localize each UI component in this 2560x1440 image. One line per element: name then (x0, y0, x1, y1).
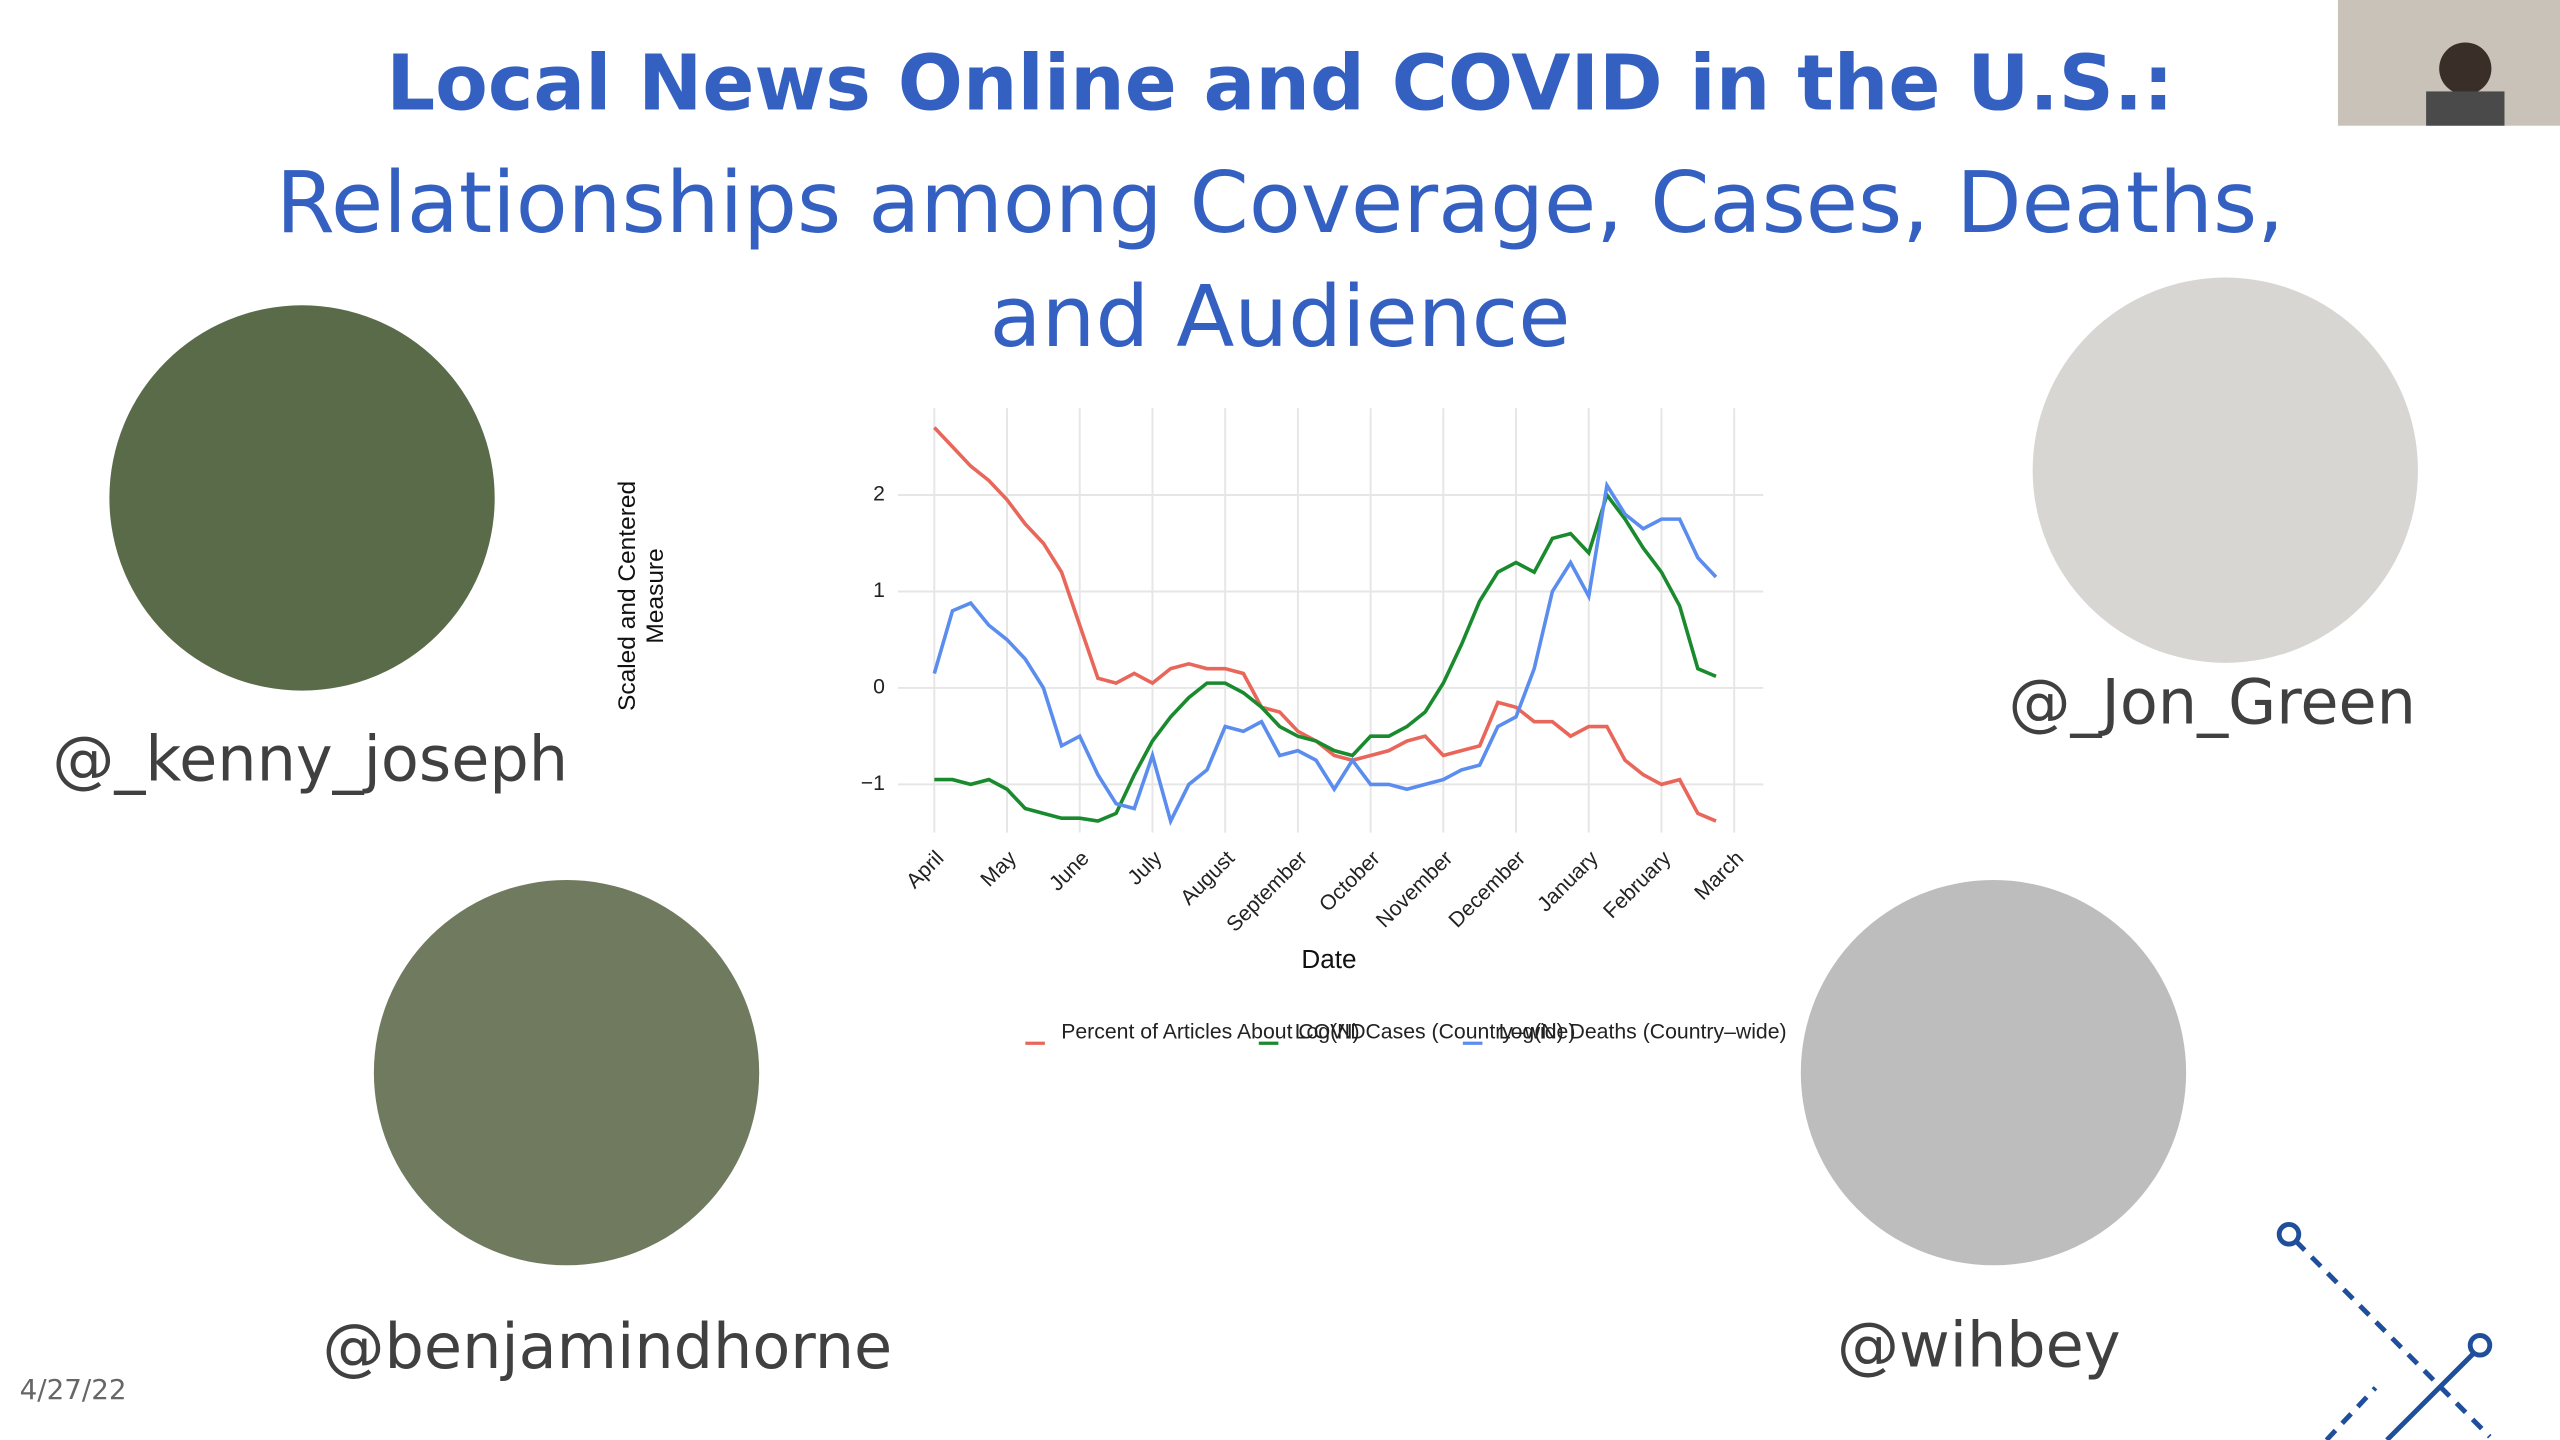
y-tick-label: 1 (873, 579, 885, 602)
profile-photo (109, 305, 495, 691)
handle: @benjamindhorne (322, 1311, 893, 1383)
decoration (2276, 1222, 2493, 1440)
x-tick-label: January (1533, 846, 1603, 916)
handle: @_kenny_joseph (52, 723, 569, 796)
y-tick-label: 2 (873, 483, 885, 506)
legend-label: Percent of Articles About COVID (1061, 1018, 1366, 1044)
y-axis-title: Scaled and Centered Measure (613, 480, 670, 711)
x-tick-label: August (1176, 847, 1239, 910)
plot-area (897, 408, 1764, 833)
x-tick-label: March (1690, 847, 1748, 905)
series-line (934, 491, 1717, 823)
webcam-person (2439, 42, 2492, 95)
x-tick-label: May (976, 846, 1021, 891)
profile-photo (1800, 879, 2187, 1266)
x-tick-label: October (1315, 847, 1385, 917)
slide-subtitle: Relationships among Coverage, Cases, Dea… (275, 155, 2285, 368)
handle: @_Jon_Green (2008, 666, 2417, 738)
series-line (932, 480, 1718, 827)
handle: @wihbey (1836, 1309, 2121, 1382)
x-tick-label: November (1372, 847, 1457, 932)
x-axis-title: Date (1301, 946, 1357, 975)
webcam-person (2426, 91, 2505, 126)
slide-date: 4/27/22 (19, 1374, 127, 1408)
profile-photo (373, 879, 760, 1266)
legend-label: Log(N) Deaths (Country–wide) (1498, 1018, 1787, 1044)
x-tick-label: June (1045, 847, 1094, 896)
x-tick-label: February (1599, 846, 1676, 923)
slide-title: Local News Online and COVID in the U.S.: (386, 39, 2174, 129)
legend-label: Log(N) Cases (Country–wide) (1294, 1018, 1576, 1044)
y-tick-label: −1 (861, 772, 885, 795)
profile-photo (2032, 277, 2418, 663)
x-tick-label: July (1124, 846, 1167, 889)
x-tick-label: April (902, 847, 948, 893)
y-tick-label: 0 (873, 676, 885, 699)
x-tick-label: December (1445, 847, 1530, 932)
series-line (933, 426, 1717, 823)
